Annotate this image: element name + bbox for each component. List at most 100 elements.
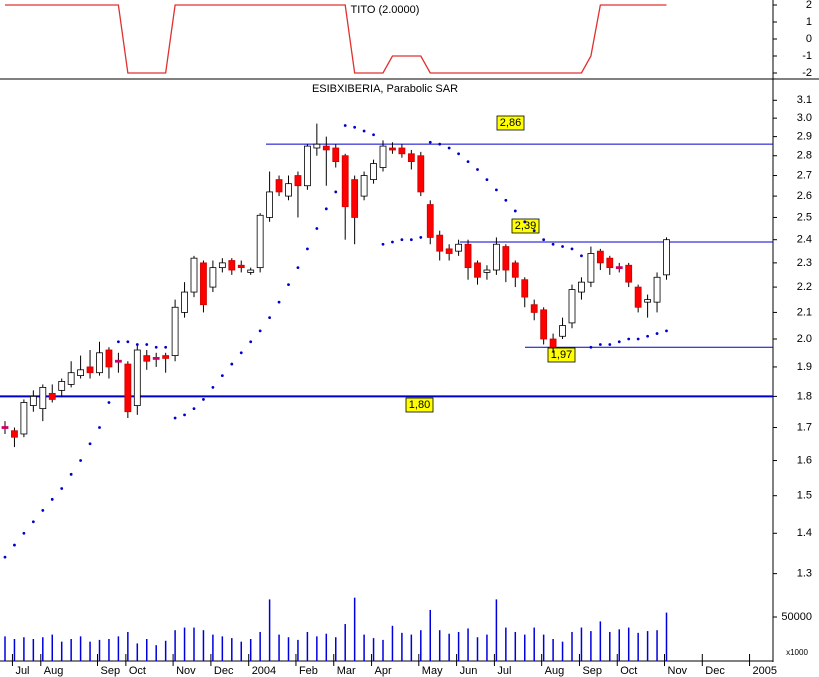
y-tick-label: 2.5 [797,211,812,223]
candle-body [322,145,330,151]
volume-bar [363,634,365,661]
volume-bar [278,634,280,661]
y-tick-label: 1.6 [797,454,812,466]
volume-bar [420,630,422,661]
candle-body [502,246,510,271]
y-tick-label: 2.6 [797,190,812,202]
volume-bar [590,631,592,661]
y-tick-label: 1.4 [797,527,812,539]
candle-body [455,243,463,252]
x-tick-label: Oct [129,665,146,677]
y-tick-label: 1.9 [797,361,812,373]
volume-bar [344,624,346,661]
sar-dot [343,124,347,127]
volume-bar [382,639,384,661]
volume-bar [221,636,224,661]
sar-dot [230,362,234,366]
candle-body [303,145,311,187]
candle-body [11,430,18,438]
volume-bar [410,634,413,661]
candle-body [124,363,132,413]
candle-body [152,357,160,360]
sar-dot [447,146,451,150]
candle-body [559,325,566,337]
candle-body [143,355,151,362]
sar-dot [306,247,309,251]
candle-body [634,286,642,308]
volume-bar [353,597,356,661]
sar-dot [211,385,215,389]
candle-body [115,359,122,363]
volume-bar [316,636,318,661]
sar-dot [334,190,338,194]
volume-bar [249,639,252,661]
sar-dot [400,238,404,242]
sar-dot [589,345,593,349]
x-tick-label: 2005 [753,665,777,677]
volume-bar [193,627,195,661]
volume-bar [495,599,498,661]
candle-body [39,386,47,410]
volume-bar [231,638,233,661]
y-tick-label: 1.5 [797,490,812,502]
sar-dot [665,329,668,333]
sar-dot [372,133,375,137]
sar-dot [495,188,498,192]
x-tick-label: Jul [15,665,29,677]
sar-dot [183,413,186,417]
candle-body [200,262,207,306]
candle-body [578,281,585,293]
volume-bar [287,637,290,661]
candle-body [625,264,633,283]
volume-bar [70,639,72,661]
x-tick-label: Feb [299,665,318,677]
volume-bar [174,630,176,661]
chart-title: ESIBXIBERIA, Parabolic SAR [312,83,458,95]
sar-dot [31,520,35,524]
candle-body [266,191,274,218]
sar-dot [362,129,366,133]
volume-bar [505,627,507,661]
candle-body [58,381,66,391]
volume-bar [391,625,394,661]
volume-bar [438,630,441,661]
volume-bar [60,641,63,661]
candle-body [417,155,425,193]
volume-bar [599,621,602,661]
x-tick-label: 2004 [252,665,276,677]
volume-bar [486,634,488,661]
sar-dot [192,407,196,411]
volume-bar [467,628,469,661]
candle-body [351,179,359,218]
x-tick-label: Nov [668,665,688,677]
volume-bar [183,627,186,661]
sar-dot [268,316,271,320]
candle-body [540,309,548,340]
sar-dot [69,472,73,476]
sar-dot [202,398,205,401]
sar-dot [580,254,583,258]
sar-dot [239,351,243,355]
candle-body [247,269,255,273]
volume-bar [297,639,299,661]
sar-dot [173,416,177,420]
x-tick-label: Aug [545,665,565,677]
level-label: 2,39 [515,220,536,232]
volume-bar [13,639,16,661]
candle-body [549,338,557,348]
sar-dot [277,300,281,304]
sar-dot [3,555,7,559]
candle-body [29,395,37,406]
sar-dot [324,207,328,211]
y-tick-label: 1.8 [797,390,812,402]
volume-bar [401,632,403,661]
candle-body [426,204,434,238]
sar-dot [655,332,659,335]
volume-bar [429,609,431,661]
sar-dot [485,178,489,181]
x-tick-label: May [422,665,443,677]
volume-bar [618,629,620,661]
sar-dot [50,497,54,501]
volume-bar [268,599,271,661]
